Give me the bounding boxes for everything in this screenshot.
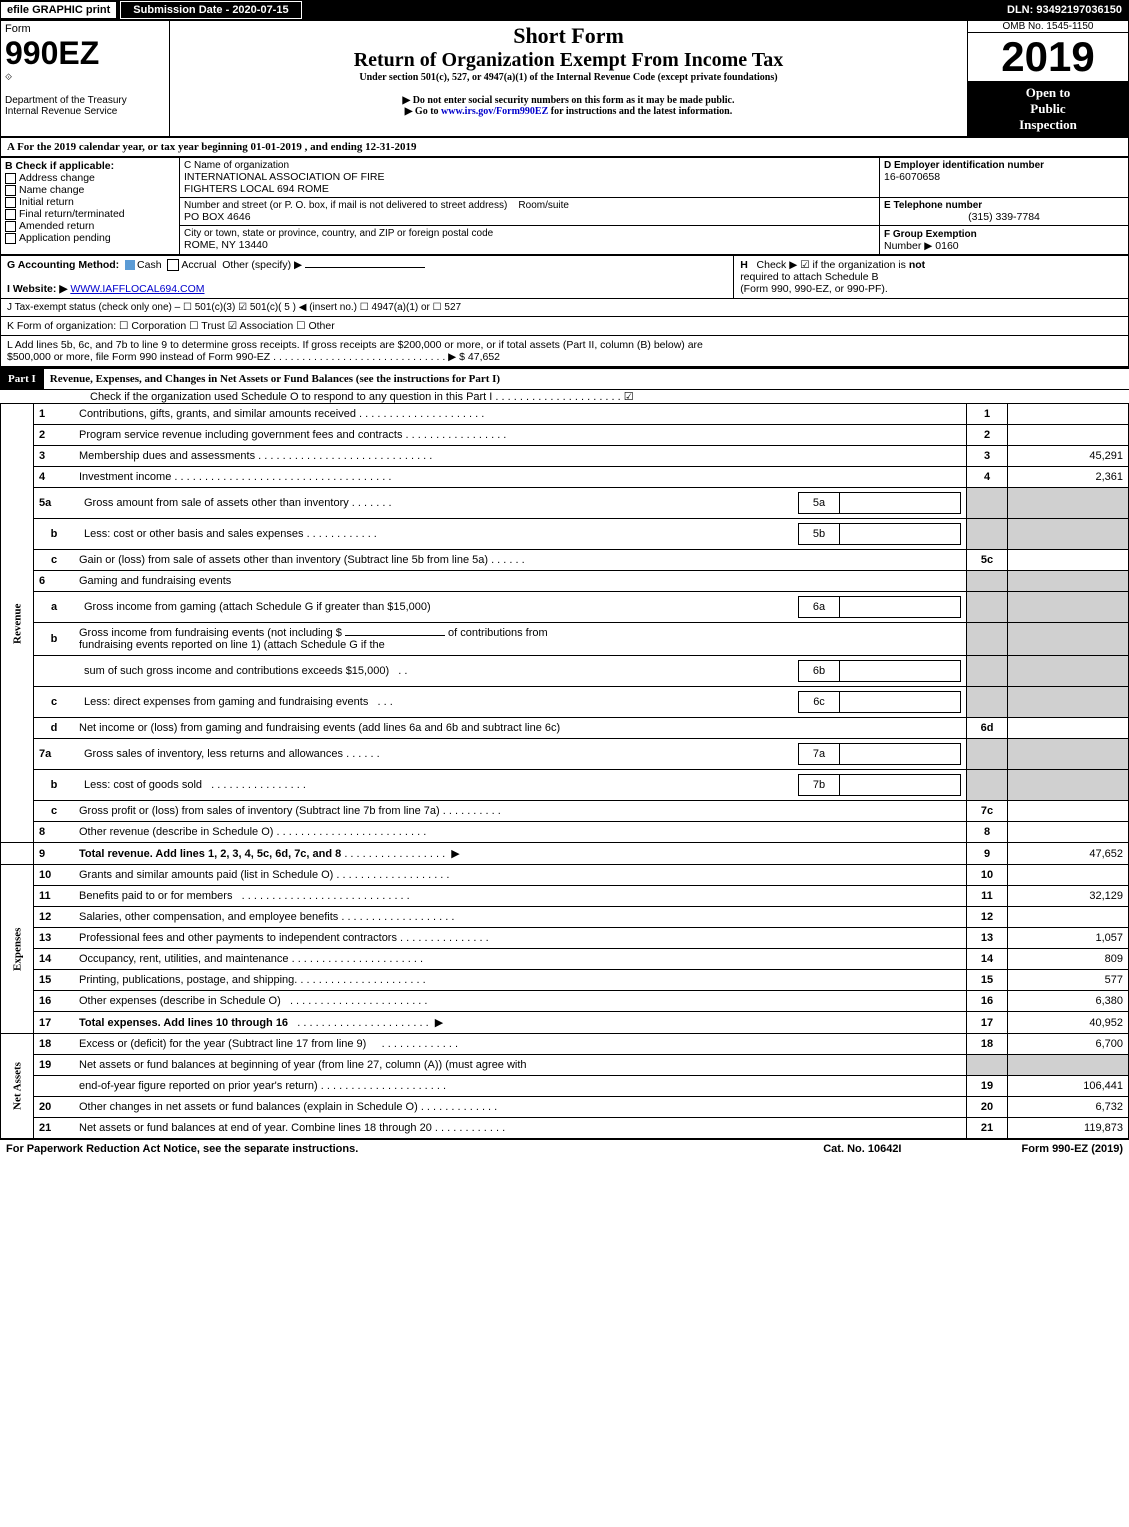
total-revenue: 47,652: [1008, 843, 1129, 865]
printing: 577: [1008, 970, 1129, 991]
benefits-paid: 32,129: [1008, 886, 1129, 907]
phone: (315) 339-7784: [884, 211, 1124, 223]
other-expenses: 6,380: [1008, 991, 1129, 1012]
occupancy: 809: [1008, 949, 1129, 970]
initial-return-checkbox[interactable]: [5, 197, 16, 208]
public: Public: [971, 101, 1125, 117]
l-line1: L Add lines 5b, 6c, and 7b to line 9 to …: [7, 339, 1122, 351]
l-line2: $500,000 or more, file Form 990 instead …: [7, 351, 1122, 363]
c-label: C Name of organization: [184, 160, 875, 171]
total-expenses: 40,952: [1008, 1012, 1129, 1034]
top-bar: efile GRAPHIC print Submission Date - 20…: [0, 0, 1129, 20]
expenses-side-label: Expenses: [1, 865, 34, 1034]
excess-deficit: 6,700: [1008, 1034, 1129, 1055]
form-footer: Form 990-EZ (2019): [1022, 1143, 1124, 1155]
org-name-1: INTERNATIONAL ASSOCIATION OF FIRE: [184, 171, 875, 183]
website-link[interactable]: WWW.IAFFLOCAL694.COM: [70, 283, 204, 295]
f-label: F Group Exemption: [884, 229, 977, 240]
part1-title: Revenue, Expenses, and Changes in Net As…: [44, 370, 506, 388]
other-changes: 6,732: [1008, 1097, 1129, 1118]
dln: DLN: 93492197036150: [1001, 2, 1128, 18]
f-label2: Number ▶: [884, 240, 932, 252]
paperwork-notice: For Paperwork Reduction Act Notice, see …: [6, 1143, 823, 1155]
part1-check: Check if the organization used Schedule …: [0, 390, 1129, 403]
k-line: K Form of organization: ☐ Corporation ☐ …: [7, 320, 335, 332]
investment-income: 2,361: [1008, 467, 1129, 488]
ein: 16-6070658: [884, 171, 1124, 183]
amended-return-checkbox[interactable]: [5, 221, 16, 232]
form-word: Form: [5, 23, 165, 35]
net-assets-begin: 106,441: [1008, 1076, 1129, 1097]
h-text3: (Form 990, 990-EZ, or 990-PF).: [740, 283, 888, 295]
b-title: B Check if applicable:: [5, 160, 175, 172]
j-line: J Tax-exempt status (check only one) – ☐…: [7, 302, 461, 313]
h-label: H: [740, 259, 748, 271]
netassets-side-label: Net Assets: [1, 1034, 34, 1139]
form-header: Form 990EZ ⟐ Department of the Treasury …: [0, 20, 1129, 137]
part1-label: Part I: [0, 369, 44, 389]
name-change-checkbox[interactable]: [5, 185, 16, 196]
submission-date: Submission Date - 2020-07-15: [120, 1, 301, 19]
inspection: Inspection: [971, 117, 1125, 133]
addr-label: Number and street (or P. O. box, if mail…: [184, 200, 507, 211]
g-label: G Accounting Method:: [7, 259, 119, 271]
i-label: I Website: ▶: [7, 283, 67, 295]
short-form-title: Short Form: [174, 23, 963, 49]
cash-checkbox[interactable]: [125, 260, 135, 270]
net-assets-end: 119,873: [1008, 1118, 1129, 1139]
part1-header-row: Part I Revenue, Expenses, and Changes in…: [0, 367, 1129, 390]
group-exemption: 0160: [935, 240, 958, 252]
h-text2: required to attach Schedule B: [740, 271, 878, 283]
addr-change-checkbox[interactable]: [5, 173, 16, 184]
h-text1: Check ▶ ☑ if the organization is: [757, 259, 909, 271]
revenue-side-label: Revenue: [1, 404, 34, 843]
membership-dues: 45,291: [1008, 446, 1129, 467]
footer: For Paperwork Reduction Act Notice, see …: [0, 1139, 1129, 1158]
irs-link[interactable]: www.irs.gov/Form990EZ: [441, 106, 548, 117]
section-a: A For the 2019 calendar year, or tax yea…: [0, 137, 1129, 157]
d-label: D Employer identification number: [884, 160, 1124, 171]
under-section: Under section 501(c), 527, or 4947(a)(1)…: [174, 72, 963, 83]
app-pending-checkbox[interactable]: [5, 233, 16, 244]
address: PO BOX 4646: [184, 211, 875, 223]
return-title: Return of Organization Exempt From Incom…: [174, 49, 963, 72]
cat-no: Cat. No. 10642I: [823, 1143, 901, 1155]
form-number: 990EZ: [5, 35, 165, 72]
dept-treasury: Department of the Treasury: [5, 95, 165, 106]
goto-link-line: ▶ Go to www.irs.gov/Form990EZ for instru…: [174, 106, 963, 117]
room-label: Room/suite: [518, 200, 569, 211]
e-label: E Telephone number: [884, 200, 1124, 211]
open-to: Open to: [971, 85, 1125, 101]
final-return-checkbox[interactable]: [5, 209, 16, 220]
efile-label[interactable]: efile GRAPHIC print: [1, 2, 116, 18]
city-label: City or town, state or province, country…: [184, 228, 875, 239]
org-name-2: FIGHTERS LOCAL 694 ROME: [184, 183, 875, 195]
city-state-zip: ROME, NY 13440: [184, 239, 875, 251]
revenue-table: Revenue 1 Contributions, gifts, grants, …: [0, 403, 1129, 1139]
omb-number: OMB No. 1545-1150: [968, 21, 1128, 33]
dept-irs: Internal Revenue Service: [5, 106, 165, 117]
professional-fees: 1,057: [1008, 928, 1129, 949]
section-ghij: G Accounting Method: Cash Accrual Other …: [0, 255, 1129, 367]
accrual-checkbox[interactable]: [167, 259, 179, 271]
section-bcdef: B Check if applicable: Address change Na…: [0, 157, 1129, 255]
ssn-warning: ▶ Do not enter social security numbers o…: [174, 95, 963, 106]
tax-year: 2019: [968, 33, 1128, 81]
